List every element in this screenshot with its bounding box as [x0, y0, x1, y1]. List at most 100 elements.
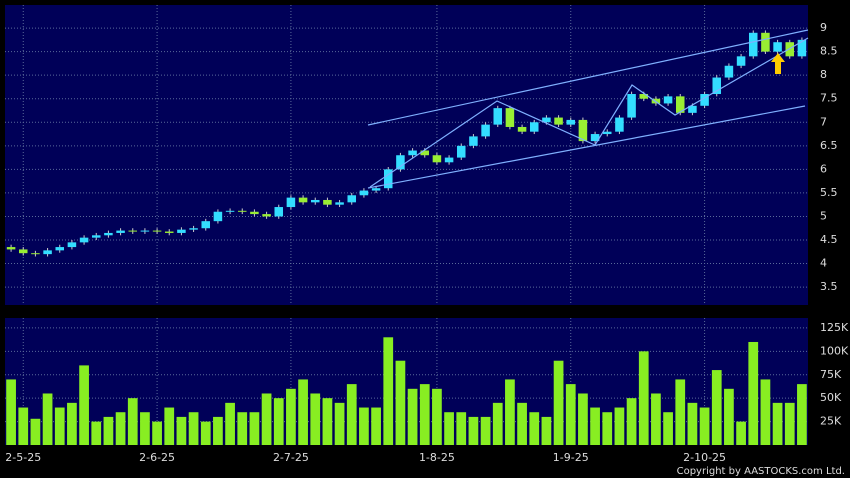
volume-bar	[797, 384, 807, 445]
volume-bar	[103, 416, 114, 445]
candle-body	[493, 108, 503, 125]
candle-body	[675, 96, 685, 113]
volume-bar	[517, 402, 527, 445]
y-tick-label: 125K	[820, 321, 849, 334]
volume-bar	[565, 384, 576, 445]
volume-bar	[273, 398, 284, 445]
candle-body	[298, 197, 308, 203]
volume-bar	[407, 388, 418, 445]
y-tick-label: 5.5	[820, 186, 838, 199]
candle-body	[164, 231, 174, 233]
volume-bar	[237, 412, 248, 445]
volume-bar	[200, 421, 211, 445]
volume-bar	[359, 407, 369, 445]
candle-body	[6, 247, 16, 250]
candle-body	[444, 157, 454, 163]
volume-bar	[687, 402, 698, 445]
channel-lower	[367, 105, 806, 189]
candle-body	[396, 155, 405, 170]
volume-bar	[6, 379, 16, 445]
y-tick-label: 4	[820, 257, 827, 270]
candle-body	[31, 253, 40, 255]
candle-body	[286, 197, 296, 208]
candle-body	[615, 117, 624, 132]
x-tick-label: 2-10-25	[683, 451, 726, 464]
volume-bar	[456, 412, 467, 445]
candle-body	[663, 96, 673, 104]
volume-bar	[322, 398, 333, 445]
y-tick-label: 50K	[820, 391, 842, 404]
candle-body	[116, 230, 125, 233]
volume-bar	[760, 379, 771, 445]
candle-body	[225, 210, 235, 212]
trend-lines	[367, 29, 809, 189]
candle-body	[566, 119, 576, 125]
volume-bar	[529, 412, 540, 445]
candle-body	[91, 235, 101, 238]
candle-body	[517, 126, 527, 132]
y-tick-label: 7	[820, 115, 827, 128]
volume-bar	[286, 388, 296, 445]
volume-bar	[419, 384, 430, 445]
candle-body	[785, 42, 795, 57]
channel-upper	[367, 29, 809, 126]
volume-bar	[79, 365, 89, 445]
candle-body	[152, 230, 162, 232]
price-panel	[5, 5, 808, 305]
candle-body	[201, 221, 211, 229]
candle-body	[371, 188, 381, 191]
x-tick-label: 2-5-25	[5, 451, 41, 464]
volume-bar	[30, 418, 41, 445]
volume-bar	[736, 421, 746, 445]
candle-body	[627, 94, 636, 118]
volume-bar	[578, 393, 588, 445]
candle-body	[335, 202, 344, 205]
volume-bar	[492, 402, 503, 445]
y-tick-label: 8.5	[820, 45, 838, 58]
candle-body	[213, 211, 223, 222]
volume-bar	[638, 351, 649, 445]
y-tick-label: 9	[820, 21, 827, 34]
volume-bar	[675, 379, 686, 445]
y-tick-label: 8	[820, 68, 827, 81]
x-tick-label: 1-8-25	[419, 451, 455, 464]
volume-bar	[42, 393, 53, 445]
candle-body	[505, 108, 515, 127]
volume-bar	[614, 407, 625, 445]
candle-body	[456, 145, 466, 158]
candle-body	[639, 94, 649, 99]
candle-body	[140, 230, 150, 232]
volume-bar	[699, 407, 710, 445]
candle-body	[420, 150, 430, 156]
volume-bar	[553, 360, 564, 445]
y-tick-label: 5	[820, 209, 827, 222]
volume-bar	[748, 341, 759, 445]
y-tick-label: 6.5	[820, 139, 838, 152]
candle-body	[359, 190, 369, 196]
x-tick-label: 2-7-25	[273, 451, 309, 464]
volume-bar	[164, 407, 175, 445]
candle-body	[469, 136, 478, 146]
candle-body	[79, 237, 89, 243]
volume-bar	[152, 421, 162, 445]
candle-body	[383, 169, 393, 189]
volume-bar	[188, 412, 199, 445]
x-tick-label: 2-6-25	[139, 451, 175, 464]
volume-panel	[5, 318, 808, 445]
y-tick-label: 75K	[820, 368, 842, 381]
y-tick-label: 100K	[820, 344, 849, 357]
candle-body	[748, 32, 758, 57]
candle-body	[347, 195, 357, 203]
candle-body	[18, 249, 28, 254]
volume-bar	[346, 384, 357, 445]
candle-body	[724, 65, 734, 78]
volume-bar	[67, 402, 77, 445]
candle-body	[761, 32, 770, 52]
y-tick-label: 7.5	[820, 92, 838, 105]
candle-body	[43, 250, 52, 255]
candle-body	[797, 39, 807, 57]
candle-body	[712, 77, 722, 95]
candle-body	[688, 105, 697, 113]
zigzag	[369, 37, 809, 188]
